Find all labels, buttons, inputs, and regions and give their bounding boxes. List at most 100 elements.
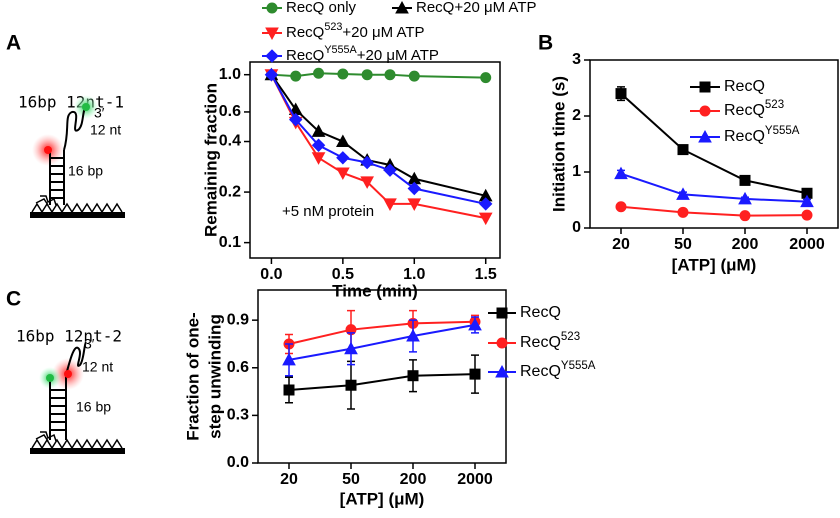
marker [615, 88, 627, 100]
legend-label: RecQ523 [520, 331, 580, 351]
legend-label: RecQ+20 μM ATP [416, 0, 537, 16]
marker [408, 70, 420, 82]
marker [479, 197, 493, 211]
diagram-title: 16bp 12nt-1 [18, 93, 124, 112]
series-line [288, 320, 476, 345]
legend-label: RecQY555A [520, 360, 596, 380]
marker [676, 187, 690, 200]
x-tick-label: 20 [612, 236, 630, 253]
diagram-label: 16 bp [76, 399, 111, 415]
legend-marker [265, 49, 279, 63]
series-line [288, 373, 476, 391]
marker [739, 210, 751, 222]
y-tick-label: 0.4 [219, 133, 241, 150]
legend-label: RecQY555A [724, 125, 800, 145]
y-tick-label: 1 [572, 163, 581, 180]
x-tick-label: 0.0 [260, 266, 282, 283]
legend-marker [266, 2, 278, 14]
series-line [620, 172, 808, 203]
y-axis-label: Initiation time (s) [549, 76, 568, 212]
marker [313, 67, 325, 79]
x-axis-label: [ATP] (μM) [672, 255, 757, 274]
legend-label: RecQ [724, 78, 765, 95]
marker [282, 352, 296, 366]
marker [406, 328, 420, 342]
y-tick-label: 1.0 [219, 66, 241, 83]
marker [336, 167, 350, 180]
marker [383, 163, 397, 177]
diagram-label: 3′ [84, 336, 95, 352]
plot-frame [589, 59, 839, 229]
marker [480, 72, 492, 84]
marker [337, 68, 349, 80]
marker [283, 384, 295, 396]
marker [289, 112, 303, 127]
annotation: +5 nM protein [282, 203, 374, 220]
y-tick-label: 0 [572, 219, 581, 236]
legend-marker [495, 364, 509, 378]
y-tick-label: 0.1 [219, 234, 241, 251]
marker [800, 194, 814, 208]
series-line [288, 323, 476, 361]
legend-label: RecQ [520, 304, 561, 321]
x-tick-label: 200 [400, 471, 427, 488]
diagram-label: 3′ [94, 105, 105, 121]
y-tick-label: 0.0 [227, 454, 249, 471]
marker [469, 368, 481, 380]
marker [468, 317, 482, 331]
y-tick-label: 0.9 [227, 311, 249, 328]
marker [739, 174, 751, 186]
marker [677, 144, 689, 156]
dna-diagram: 16bp 12nt-1 3′ 12 nt 16 bp [18, 93, 125, 218]
marker [311, 138, 326, 152]
marker [360, 176, 374, 189]
marker [264, 67, 279, 82]
marker [345, 379, 357, 391]
marker [311, 124, 326, 137]
x-tick-label: 1.5 [475, 266, 497, 283]
marker [360, 155, 374, 170]
marker [407, 181, 421, 196]
legend-marker [265, 27, 279, 41]
legend-label: RecQ only [286, 0, 357, 16]
diagram-label: 12 nt [90, 122, 121, 138]
marker [336, 151, 350, 165]
x-tick-label: 2000 [789, 236, 825, 253]
y-tick-label: 2 [572, 107, 581, 124]
marker [615, 201, 627, 213]
x-tick-label: 50 [342, 471, 360, 488]
y-axis-label: step unwinding [205, 314, 224, 439]
marker [478, 212, 493, 226]
y-tick-label: 0.6 [227, 359, 249, 376]
marker [344, 341, 358, 355]
panel-label: A [6, 32, 21, 55]
diagram-label: 12 nt [82, 359, 113, 375]
legend-marker [699, 81, 711, 93]
legend-marker [699, 105, 711, 117]
x-axis-label: [ATP] (μM) [340, 489, 425, 508]
legend-label: RecQ523+20 μM ATP [286, 21, 425, 41]
marker [614, 166, 628, 180]
panel-label: C [6, 288, 21, 311]
legend-marker [698, 129, 712, 143]
series-line [271, 72, 486, 79]
marker [677, 206, 689, 218]
series-line [270, 74, 486, 205]
x-tick-label: 20 [280, 471, 298, 488]
marker [361, 69, 373, 81]
series-line [620, 205, 808, 217]
marker [801, 209, 813, 221]
legend-marker [496, 337, 508, 349]
y-tick-label: 0.6 [219, 103, 241, 120]
diagram-label: 16 bp [68, 163, 103, 179]
plot-frame [249, 61, 501, 259]
dna-diagram: 16bp 12nt-2 3′ 12 nt 16 bp [16, 327, 125, 454]
marker [336, 134, 350, 148]
x-tick-label: 50 [674, 236, 692, 253]
series-line [620, 92, 808, 195]
marker [311, 152, 326, 165]
series-line [270, 74, 486, 220]
y-axis-label: Fraction of one- [183, 312, 202, 440]
marker [407, 198, 422, 211]
